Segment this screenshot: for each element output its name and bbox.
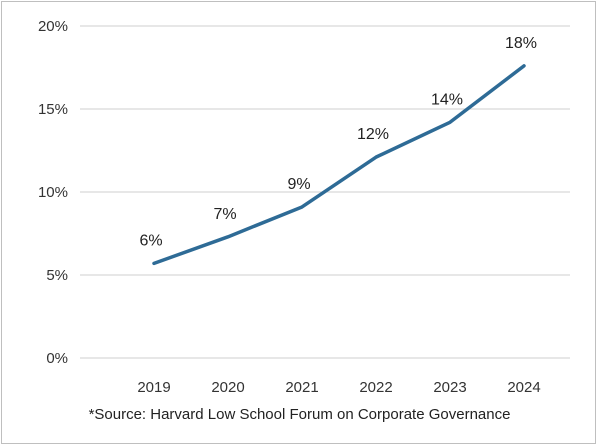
y-tick-label: 5%	[46, 267, 68, 284]
data-label: 12%	[357, 126, 389, 143]
y-tick-label: 0%	[46, 350, 68, 367]
data-label: 14%	[431, 91, 463, 108]
data-labels: 6% 7% 9% 12% 14% 18%	[139, 35, 537, 250]
data-label: 6%	[139, 232, 162, 249]
y-tick-label: 20%	[38, 18, 68, 35]
x-tick-label: 2022	[359, 379, 392, 396]
data-label: 9%	[287, 176, 310, 193]
series-line	[152, 64, 526, 266]
y-tick-label: 15%	[38, 101, 68, 118]
y-axis-ticks: 0% 5% 10% 15% 20%	[38, 18, 68, 367]
data-label: 18%	[505, 35, 537, 52]
x-tick-label: 2024	[507, 379, 540, 396]
x-tick-label: 2020	[211, 379, 244, 396]
x-axis-ticks: 2019 2020 2021 2022 2023 2024	[137, 379, 540, 396]
series	[152, 64, 526, 266]
gridlines	[80, 25, 570, 359]
x-tick-label: 2023	[433, 379, 466, 396]
x-tick-label: 2021	[285, 379, 318, 396]
y-tick-label: 10%	[38, 184, 68, 201]
data-label: 7%	[213, 206, 236, 223]
x-tick-label: 2019	[137, 379, 170, 396]
source-note: *Source: Harvard Low School Forum on Cor…	[88, 406, 511, 423]
